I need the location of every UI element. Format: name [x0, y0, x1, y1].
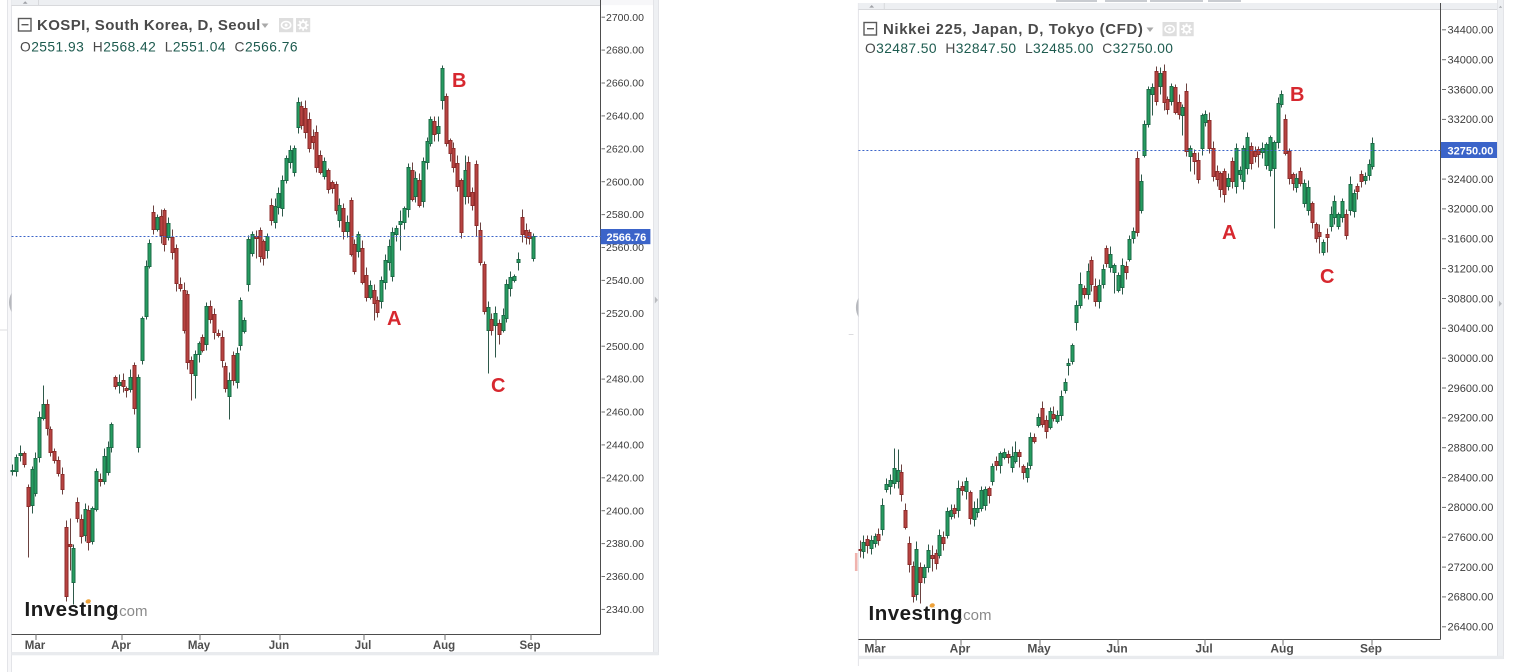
svg-text:29200.00: 29200.00 — [1448, 413, 1494, 425]
svg-text:26400.00: 26400.00 — [1448, 622, 1494, 634]
svg-text:A: A — [1222, 222, 1236, 244]
svg-text:O32487.50 H32847.50 L32485.0: O32487.50 H32847.50 L32485.00 C32750.00 — [865, 41, 1173, 56]
svg-text:Aug: Aug — [433, 640, 455, 652]
svg-text:2680.00: 2680.00 — [606, 45, 644, 57]
svg-text:Nikkei 225, Japan, D, Tokyo (C: Nikkei 225, Japan, D, Tokyo (CFD) — [883, 21, 1143, 38]
svg-text:2400.00: 2400.00 — [606, 505, 644, 517]
svg-text:Aug: Aug — [1270, 642, 1293, 656]
svg-text:2480.00: 2480.00 — [606, 374, 644, 386]
svg-text:32400.00: 32400.00 — [1448, 174, 1494, 186]
svg-text:Apr: Apr — [111, 640, 131, 652]
svg-text:2380.00: 2380.00 — [606, 538, 644, 550]
svg-text:34000.00: 34000.00 — [1448, 55, 1494, 67]
svg-text:2560.00: 2560.00 — [606, 242, 644, 254]
svg-text:30000.00: 30000.00 — [1448, 353, 1494, 365]
svg-text:May: May — [1027, 642, 1051, 656]
svg-text:33200.00: 33200.00 — [1448, 114, 1494, 126]
svg-text:29600.00: 29600.00 — [1448, 383, 1494, 395]
svg-text:Jun: Jun — [269, 640, 289, 652]
svg-text:32750.00: 32750.00 — [1448, 146, 1494, 158]
svg-text:Investing: Investing — [25, 598, 120, 621]
svg-text:33600.00: 33600.00 — [1448, 84, 1494, 96]
svg-text:2460.00: 2460.00 — [606, 407, 644, 419]
svg-text:2500.00: 2500.00 — [606, 341, 644, 353]
svg-text:Apr: Apr — [950, 642, 971, 656]
svg-text:30400.00: 30400.00 — [1448, 323, 1494, 335]
svg-text:Mar: Mar — [25, 640, 46, 652]
svg-text:34400.00: 34400.00 — [1448, 25, 1494, 37]
svg-text:2540.00: 2540.00 — [606, 275, 644, 287]
svg-text:B: B — [1290, 84, 1304, 106]
svg-text:.com: .com — [959, 607, 992, 624]
svg-text:28000.00: 28000.00 — [1448, 502, 1494, 514]
svg-text:Jul: Jul — [1195, 642, 1212, 656]
svg-text:30800.00: 30800.00 — [1448, 293, 1494, 305]
svg-text:27200.00: 27200.00 — [1448, 562, 1494, 574]
svg-text:Investing: Investing — [869, 602, 964, 625]
svg-text:2520.00: 2520.00 — [606, 308, 644, 320]
svg-text:Sep: Sep — [519, 640, 540, 652]
svg-text:.com: .com — [115, 603, 148, 620]
svg-text:2580.00: 2580.00 — [606, 209, 644, 221]
svg-text:Jul: Jul — [355, 640, 372, 652]
svg-text:2660.00: 2660.00 — [606, 78, 644, 90]
svg-text:32000.00: 32000.00 — [1448, 204, 1494, 216]
svg-text:2420.00: 2420.00 — [606, 472, 644, 484]
svg-text:C: C — [1320, 266, 1334, 288]
svg-text:2566.76: 2566.76 — [607, 232, 647, 244]
svg-text:28400.00: 28400.00 — [1448, 472, 1494, 484]
svg-text:26800.00: 26800.00 — [1448, 592, 1494, 604]
svg-text:2620.00: 2620.00 — [606, 143, 644, 155]
svg-text:May: May — [188, 640, 211, 652]
svg-text:B: B — [452, 70, 466, 92]
svg-text:28800.00: 28800.00 — [1448, 443, 1494, 455]
svg-text:2700.00: 2700.00 — [606, 12, 644, 24]
svg-text:31600.00: 31600.00 — [1448, 234, 1494, 246]
svg-text:KOSPI, South Korea, D, Seoul: KOSPI, South Korea, D, Seoul — [37, 17, 261, 34]
svg-text:27600.00: 27600.00 — [1448, 532, 1494, 544]
svg-text:C: C — [491, 375, 505, 397]
svg-text:2440.00: 2440.00 — [606, 440, 644, 452]
svg-text:Jun: Jun — [1106, 642, 1127, 656]
svg-text:Mar: Mar — [864, 642, 886, 656]
svg-text:31200.00: 31200.00 — [1448, 263, 1494, 275]
svg-text:2600.00: 2600.00 — [606, 176, 644, 188]
svg-text:Sep: Sep — [1360, 642, 1382, 656]
svg-text:2340.00: 2340.00 — [606, 604, 644, 616]
svg-text:2360.00: 2360.00 — [606, 571, 644, 583]
svg-text:2640.00: 2640.00 — [606, 111, 644, 123]
svg-text:O2551.93 H2568.42 L2551.04: O2551.93 H2568.42 L2551.04 C2566.76 — [20, 40, 298, 55]
svg-text:A: A — [387, 308, 401, 330]
